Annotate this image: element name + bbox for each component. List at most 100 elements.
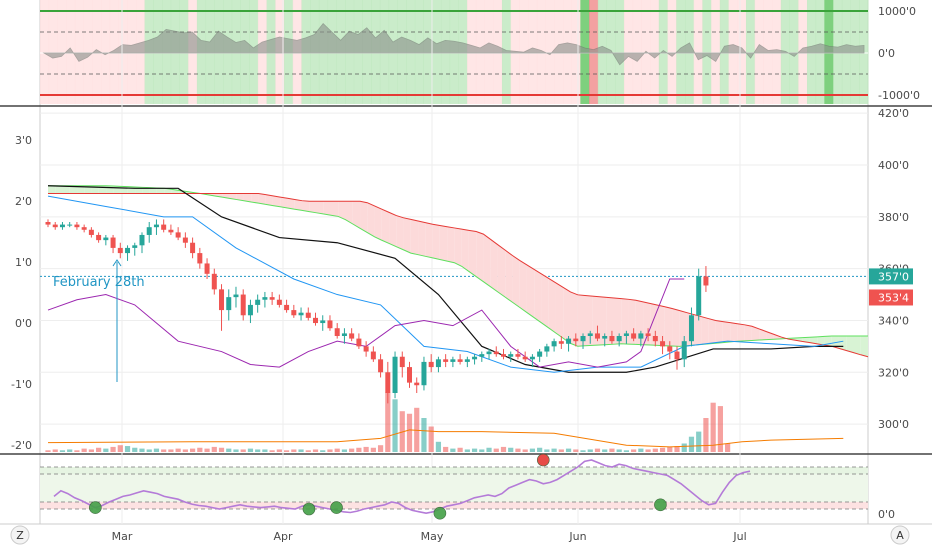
oscillator-panel[interactable]: 1000'0 0'0 -1000'0 xyxy=(40,0,920,104)
candle-body[interactable] xyxy=(515,354,521,357)
candle-body[interactable] xyxy=(276,299,282,305)
candle-body[interactable] xyxy=(161,224,167,230)
rsi-oversold-marker[interactable] xyxy=(89,501,102,514)
left-price-axis[interactable]: -2'0 -1'0 0'0 1'0 2'0 3'0 xyxy=(11,134,32,452)
candle-body[interactable] xyxy=(327,320,333,329)
candlesticks[interactable] xyxy=(45,219,709,404)
candle-body[interactable] xyxy=(349,333,355,339)
candle-body[interactable] xyxy=(674,351,680,360)
candle-body[interactable] xyxy=(370,351,376,360)
candle-body[interactable] xyxy=(623,333,629,336)
candle-body[interactable] xyxy=(139,234,145,246)
candle-body[interactable] xyxy=(59,224,65,228)
candle-body[interactable] xyxy=(153,224,159,228)
candle-body[interactable] xyxy=(558,341,564,344)
candle-body[interactable] xyxy=(414,382,420,386)
candle-body[interactable] xyxy=(500,354,506,357)
candle-body[interactable] xyxy=(110,237,116,248)
candle-body[interactable] xyxy=(52,224,58,228)
candle-body[interactable] xyxy=(146,227,152,235)
candle-body[interactable] xyxy=(74,224,80,228)
candle-body[interactable] xyxy=(631,333,637,339)
auto-scale-button-label[interactable]: A xyxy=(896,529,904,542)
rsi-oversold-marker[interactable] xyxy=(302,502,316,516)
right-price-axis[interactable]: 300'0320'0340'0360'0380'0400'0420'0357'0… xyxy=(869,107,913,431)
candle-body[interactable] xyxy=(435,359,441,368)
candle-body[interactable] xyxy=(204,263,210,274)
candle-body[interactable] xyxy=(508,354,514,357)
candle-body[interactable] xyxy=(587,333,593,336)
candle-body[interactable] xyxy=(320,320,326,324)
candle-body[interactable] xyxy=(197,253,203,264)
candle-body[interactable] xyxy=(551,341,557,347)
annotation[interactable]: February 28th xyxy=(53,259,145,382)
candle-body[interactable] xyxy=(269,297,275,300)
candle-body[interactable] xyxy=(291,310,297,316)
candle-body[interactable] xyxy=(399,356,405,368)
candle-body[interactable] xyxy=(67,224,73,226)
candle-body[interactable] xyxy=(226,297,232,311)
auto-scale-button-bg[interactable] xyxy=(890,525,910,545)
annotation-label[interactable]: February 28th xyxy=(53,275,145,290)
candle-body[interactable] xyxy=(537,351,543,357)
candle-body[interactable] xyxy=(464,359,470,362)
zoom-button[interactable]: Z xyxy=(10,525,30,545)
candle-body[interactable] xyxy=(96,234,102,241)
candle-body[interactable] xyxy=(450,359,456,362)
candle-body[interactable] xyxy=(609,336,615,342)
candle-body[interactable] xyxy=(305,312,311,318)
candle-body[interactable] xyxy=(638,333,644,339)
zoom-button-label[interactable]: Z xyxy=(16,529,24,542)
candle-body[interactable] xyxy=(602,336,608,339)
candle-body[interactable] xyxy=(529,356,535,360)
candle-body[interactable] xyxy=(233,294,239,298)
candle-body[interactable] xyxy=(660,341,666,347)
candle-body[interactable] xyxy=(392,356,398,393)
candle-body[interactable] xyxy=(407,367,412,383)
candle-body[interactable] xyxy=(88,229,94,235)
candle-body[interactable] xyxy=(472,356,478,360)
candle-body[interactable] xyxy=(594,333,600,339)
candle-body[interactable] xyxy=(190,242,196,254)
candle-body[interactable] xyxy=(175,232,181,238)
candle-body[interactable] xyxy=(298,312,304,316)
candle-body[interactable] xyxy=(132,245,138,248)
candle-body[interactable] xyxy=(645,333,651,336)
candle-body[interactable] xyxy=(219,289,225,311)
rsi-panel[interactable]: 0'0 xyxy=(40,453,895,521)
candle-body[interactable] xyxy=(313,317,319,324)
candle-body[interactable] xyxy=(182,237,188,243)
candle-body[interactable] xyxy=(580,336,586,342)
candle-body[interactable] xyxy=(421,361,427,386)
candle-body[interactable] xyxy=(125,247,131,254)
candle-body[interactable] xyxy=(103,237,109,241)
candle-body[interactable] xyxy=(479,354,485,357)
candle-body[interactable] xyxy=(334,328,340,336)
candle-body[interactable] xyxy=(652,336,658,342)
candle-body[interactable] xyxy=(168,229,174,233)
rsi-oversold-marker[interactable] xyxy=(654,498,667,512)
candle-body[interactable] xyxy=(240,294,246,316)
candle-body[interactable] xyxy=(428,361,434,368)
candle-body[interactable] xyxy=(378,359,384,373)
candle-body[interactable] xyxy=(45,222,51,225)
candle-body[interactable] xyxy=(522,356,528,360)
candle-body[interactable] xyxy=(262,297,268,300)
candle-body[interactable] xyxy=(117,247,123,254)
candle-body[interactable] xyxy=(486,351,492,355)
candle-body[interactable] xyxy=(457,359,463,362)
candle-body[interactable] xyxy=(385,372,391,393)
rsi-overbought-marker[interactable] xyxy=(536,453,550,467)
candle-body[interactable] xyxy=(341,333,347,336)
candle-body[interactable] xyxy=(443,359,449,362)
candle-body[interactable] xyxy=(696,276,702,316)
candle-body[interactable] xyxy=(356,338,362,347)
candle-body[interactable] xyxy=(703,276,709,286)
candle-body[interactable] xyxy=(284,304,290,311)
candle-body[interactable] xyxy=(247,304,253,316)
candle-body[interactable] xyxy=(573,338,579,342)
auto-scale-button[interactable]: A xyxy=(890,525,910,545)
rsi-oversold-marker[interactable] xyxy=(433,506,447,520)
candle-body[interactable] xyxy=(255,299,261,305)
candle-body[interactable] xyxy=(667,346,673,352)
